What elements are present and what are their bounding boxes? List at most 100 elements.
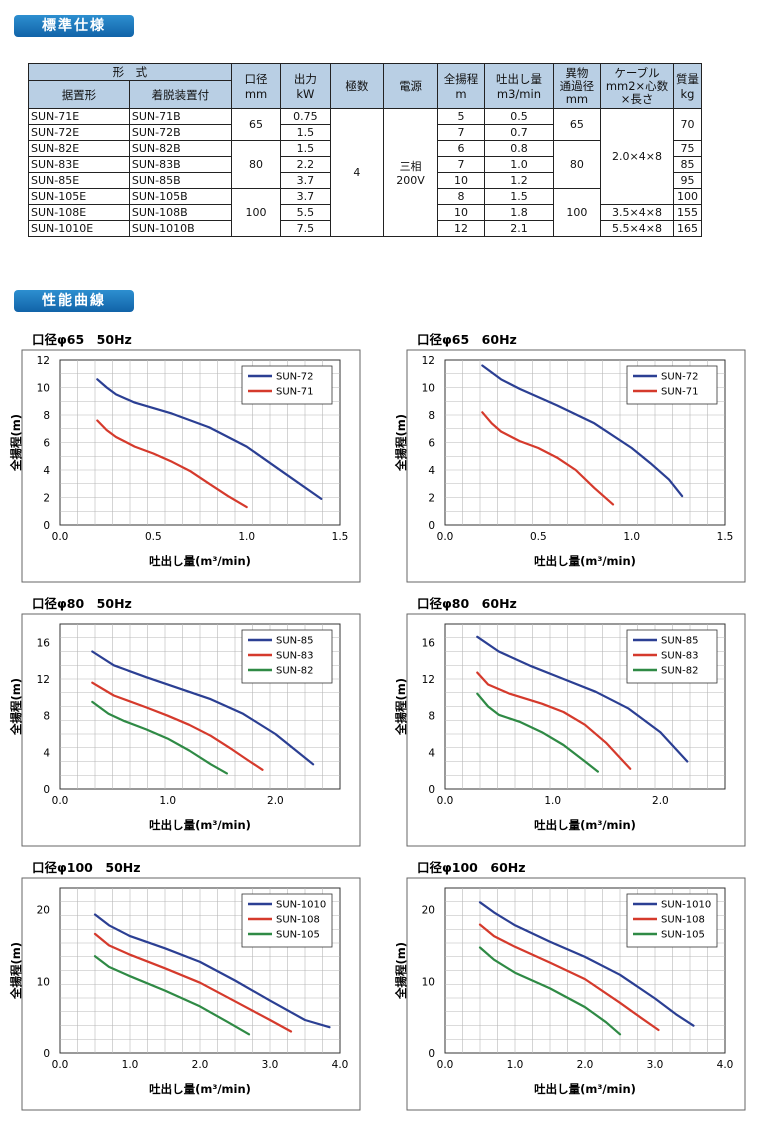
cell-flow: 1.0	[484, 156, 554, 173]
cell-solid: 80	[552, 140, 602, 189]
x-axis-label: 吐出し量(m³/min)	[149, 1082, 251, 1096]
series-line-sun-71	[481, 411, 615, 506]
legend-label: SUN-83	[661, 651, 698, 662]
y-tick-label: 4	[43, 747, 50, 759]
y-tick-label: 10	[422, 383, 435, 395]
header-poles: 極数	[329, 63, 385, 109]
cell-flow: 0.8	[484, 140, 554, 157]
cell-cable: 3.5×4×8	[600, 204, 674, 221]
cell-floor-model: SUN-85E	[28, 172, 130, 189]
x-tick-label: 1.5	[332, 531, 349, 543]
series-line-sun-108	[478, 923, 660, 1032]
x-tick-label: 1.0	[122, 1059, 139, 1071]
cell-detach-model: SUN-71B	[128, 108, 232, 125]
cell-flow: 1.5	[484, 188, 554, 205]
y-tick-label: 2	[428, 493, 435, 505]
chart-title: 口径φ80 50Hz	[32, 596, 132, 611]
cell-cable: 2.0×4×8	[600, 108, 674, 205]
cell-flow: 1.2	[484, 172, 554, 189]
header-output: 出力 kW	[280, 63, 331, 109]
legend-box	[626, 629, 718, 684]
header-solid: 異物 通過径 mm	[552, 63, 602, 109]
cell-output: 0.75	[280, 108, 331, 125]
header-model: 形 式	[28, 63, 232, 81]
cell-flow: 0.7	[484, 124, 554, 141]
legend-label: SUN-71	[661, 387, 698, 398]
cell-floor-model: SUN-108E	[28, 204, 130, 221]
cell-flow: 2.1	[484, 220, 554, 237]
cell-detach-model: SUN-83B	[128, 156, 232, 173]
series-line-sun-72	[481, 364, 684, 498]
header-bore: 口径 mm	[230, 63, 282, 109]
header-floor: 据置形	[28, 80, 130, 109]
series-line-sun-1010	[478, 901, 695, 1027]
x-tick-label: 0.0	[437, 795, 454, 807]
cell-output: 7.5	[280, 220, 331, 237]
series-line-sun-83	[476, 671, 632, 770]
legend-label: SUN-82	[276, 666, 313, 677]
cell-head: 7	[436, 124, 486, 141]
spec-table: 形 式 口径 mm 出力 kW 極数 電源 全揚程 m 吐出し量 m3/min 異物 通…	[28, 63, 702, 237]
y-tick-label: 10	[37, 976, 50, 988]
table-row: SUN-1010E SUN-1010B 7.5 12 2.1 5.5×4×8 165	[28, 220, 702, 237]
cell-detach-model: SUN-72B	[128, 124, 232, 141]
y-axis-label: 全揚程(m)	[394, 942, 408, 1000]
x-axis-label: 吐出し量(m³/min)	[149, 554, 251, 568]
y-tick-label: 0	[428, 1048, 435, 1060]
legend-label: SUN-108	[661, 915, 705, 926]
cell-head: 6	[436, 140, 486, 157]
cell-bore: 65	[230, 108, 282, 141]
legend-label: SUN-85	[661, 636, 698, 647]
header-detach: 着脱装置付	[128, 80, 232, 109]
chart-phi65-60hz: 口径φ65 60Hz 0.0 0.5 1.0 1.5 0 2 4 6 8 10 12 吐出し量(m³/m…	[385, 330, 755, 584]
y-tick-label: 0	[428, 520, 435, 532]
x-tick-label: 0.5	[145, 531, 162, 543]
y-tick-label: 8	[43, 711, 50, 723]
y-tick-label: 6	[428, 438, 435, 450]
x-axis-label: 吐出し量(m³/min)	[149, 818, 251, 832]
x-tick-label: 4.0	[717, 1059, 734, 1071]
x-tick-label: 1.0	[159, 795, 176, 807]
y-tick-label: 10	[422, 976, 435, 988]
x-tick-label: 1.0	[507, 1059, 524, 1071]
legend-label: SUN-82	[661, 666, 698, 677]
cell-power: 三相 200V	[383, 108, 438, 237]
x-tick-label: 1.5	[717, 531, 734, 543]
y-tick-label: 12	[37, 674, 50, 686]
y-tick-label: 8	[428, 711, 435, 723]
x-axis-label: 吐出し量(m³/min)	[534, 818, 636, 832]
x-tick-label: 3.0	[647, 1059, 664, 1071]
y-axis-label: 全揚程(m)	[9, 942, 23, 1000]
chart-phi80-50hz: 口径φ80 50Hz 0.0 1.0 2.0 0 4 8 12 16 吐出し量(m³/min) 全揚…	[0, 594, 370, 848]
table-row: SUN-71E SUN-71B 65 0.75 4 三相 200V 5 0.5 65 2.0×4×…	[28, 108, 702, 237]
cell-output: 1.5	[280, 124, 331, 141]
cell-floor-model: SUN-1010E	[28, 220, 130, 237]
cell-detach-model: SUN-85B	[128, 172, 232, 189]
header-cable: ケーブル mm2×心数 ×長さ	[600, 63, 674, 109]
legend-label: SUN-83	[276, 651, 313, 662]
curve-section-title: 性能曲線	[14, 290, 134, 312]
x-tick-label: 0.0	[437, 531, 454, 543]
y-tick-label: 10	[37, 383, 50, 395]
legend-box	[626, 365, 718, 405]
cell-bore: 80	[230, 140, 282, 189]
x-tick-label: 0.0	[52, 531, 69, 543]
legend-label: SUN-1010	[661, 900, 711, 911]
chart-title: 口径φ100 60Hz	[417, 860, 526, 875]
series-line-sun-105	[478, 946, 622, 1036]
x-tick-label: 4.0	[332, 1059, 349, 1071]
y-tick-label: 2	[43, 493, 50, 505]
legend-label: SUN-85	[276, 636, 313, 647]
cell-floor-model: SUN-71E	[28, 108, 130, 125]
y-axis-label: 全揚程(m)	[394, 678, 408, 736]
cell-mass: 155	[673, 204, 702, 221]
legend-label: SUN-1010	[276, 900, 326, 911]
cell-poles: 4	[329, 108, 385, 237]
cell-output: 3.7	[280, 172, 331, 189]
cell-solid: 100	[552, 188, 602, 237]
x-tick-label: 2.0	[267, 795, 284, 807]
x-tick-label: 1.0	[544, 795, 561, 807]
legend-label: SUN-105	[661, 930, 705, 941]
y-tick-label: 16	[37, 637, 51, 649]
legend-label: SUN-108	[276, 915, 320, 926]
